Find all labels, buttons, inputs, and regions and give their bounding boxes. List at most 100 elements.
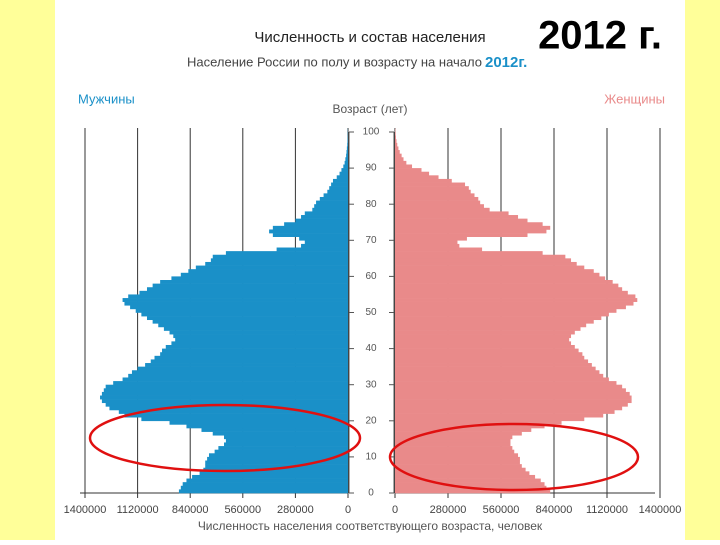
x-tick-label: 1120000 <box>117 504 159 516</box>
bar <box>170 421 348 425</box>
bar <box>395 359 588 363</box>
y-tick-label: 30 <box>365 379 377 390</box>
bar <box>346 150 348 154</box>
bar <box>395 302 634 306</box>
bar <box>395 233 528 237</box>
bar <box>395 367 596 371</box>
bar <box>395 248 482 252</box>
bar <box>395 287 622 291</box>
bar <box>395 471 529 475</box>
x-tick-label: 280000 <box>277 504 314 516</box>
bar <box>395 450 514 454</box>
bar <box>395 320 594 324</box>
bar <box>395 479 541 483</box>
bar <box>104 388 348 392</box>
bar <box>395 255 565 259</box>
bar <box>395 168 422 172</box>
bar <box>164 327 348 331</box>
chart-subtitle: Население России по полу и возрасту на н… <box>187 54 482 69</box>
bar <box>395 406 622 410</box>
bar <box>171 276 348 280</box>
bar <box>395 201 480 205</box>
bar <box>109 406 348 410</box>
bar <box>395 276 605 280</box>
y-tick-label: 60 <box>365 271 377 282</box>
bar <box>395 410 615 414</box>
bar <box>395 244 459 248</box>
bar <box>395 258 571 262</box>
bar <box>395 388 626 392</box>
bar <box>345 157 348 161</box>
bar <box>179 489 348 493</box>
bar <box>213 255 348 259</box>
bar <box>395 172 429 176</box>
subtitle-year: 2012г. <box>485 54 527 71</box>
bar <box>301 244 348 248</box>
bar <box>301 215 348 219</box>
bar <box>395 309 616 313</box>
bar <box>269 229 348 233</box>
bar <box>395 284 618 288</box>
bar <box>130 305 348 309</box>
bar <box>395 240 457 244</box>
bar <box>395 269 594 273</box>
bar <box>395 291 628 295</box>
bar <box>205 262 348 266</box>
bar <box>395 193 475 197</box>
bar <box>100 396 348 400</box>
bar <box>215 450 348 454</box>
bar <box>186 479 348 483</box>
bar <box>395 482 545 486</box>
y-tick-label: 50 <box>365 307 377 318</box>
bar <box>299 237 348 241</box>
bar <box>128 374 348 378</box>
bar <box>333 179 348 183</box>
bar <box>160 352 348 356</box>
bar <box>395 262 577 266</box>
bar <box>340 172 348 176</box>
bar <box>224 442 348 446</box>
y-tick-label: 80 <box>365 199 377 210</box>
x-tick-label: 1120000 <box>586 504 628 516</box>
chart-title: Численность и состав населения <box>254 29 485 46</box>
bar <box>147 316 348 320</box>
bar <box>132 370 348 374</box>
x-tick-label: 1400000 <box>64 504 107 516</box>
bar <box>347 139 348 143</box>
bar <box>183 482 348 486</box>
bar <box>175 338 348 342</box>
bar <box>139 291 348 295</box>
y-tick-label: 40 <box>365 343 377 354</box>
bar <box>395 352 582 356</box>
bar <box>102 399 348 403</box>
bar <box>395 341 571 345</box>
bar <box>395 345 575 349</box>
bar <box>395 374 603 378</box>
bar <box>395 356 584 360</box>
bar <box>395 399 632 403</box>
bar <box>123 298 348 302</box>
bar <box>314 204 348 208</box>
bar <box>316 201 348 205</box>
bar <box>395 403 628 407</box>
bar <box>395 175 439 179</box>
bar <box>181 273 348 277</box>
bar <box>395 280 613 284</box>
bar <box>171 341 348 345</box>
bar <box>395 414 603 418</box>
bar <box>395 363 592 367</box>
year-annotation: 2012 г. <box>538 14 662 58</box>
x-tick-label: 280000 <box>430 504 467 516</box>
bar <box>395 215 518 219</box>
bar <box>123 377 348 381</box>
bar <box>226 439 348 443</box>
bar <box>395 468 526 472</box>
bar <box>155 356 348 360</box>
bar <box>395 313 609 317</box>
bar <box>395 132 396 136</box>
bar <box>395 294 635 298</box>
bar <box>209 453 348 457</box>
bar <box>395 334 571 338</box>
bar <box>395 251 543 255</box>
